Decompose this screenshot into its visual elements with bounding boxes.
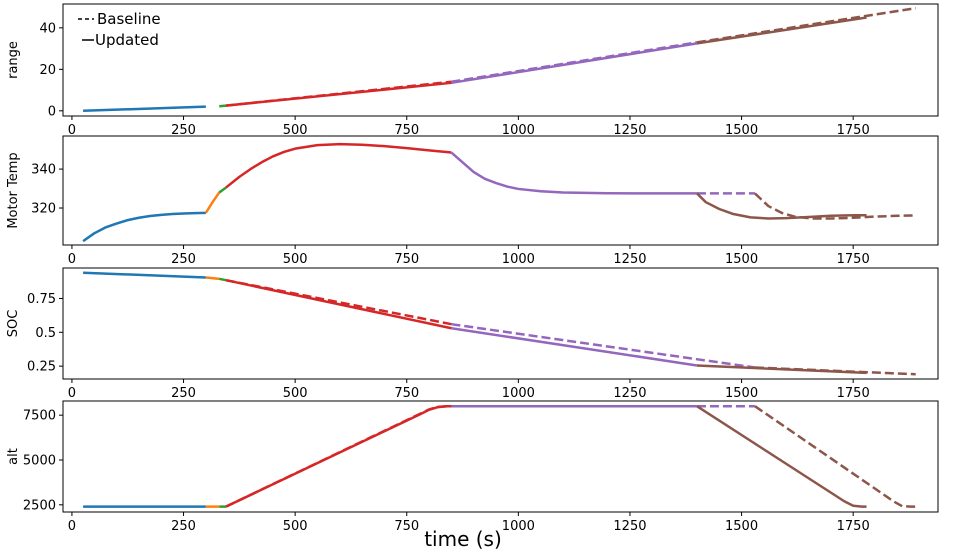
series-brown-dashed-line [754,366,916,376]
x-tick-label: 1000 [502,123,535,138]
x-tick-label: 250 [171,519,196,534]
x-tick-label: 1250 [613,519,646,534]
x-tick-label: 0 [68,519,76,534]
legend-updated-label: Updated [95,31,159,49]
subplot-motor-temp: 0 250 500 750 1000 1250 1500 1750 320 340 Motor Te… [6,135,939,267]
series-purple-dashed-line [451,322,756,369]
x-tick-label: 1000 [502,519,535,534]
x-tick-label: 1500 [725,123,758,138]
y-tick-label: 0 [48,104,56,119]
x-tick-label: 1250 [613,123,646,138]
axes-frame [62,267,939,380]
subplot-alt: 0 250 500 750 1000 1250 1500 1750 2500 5000 7500 al… [6,400,939,534]
x-tick-label: 0 [68,386,76,401]
y-tick-label: 7500 [23,409,56,424]
x-tick-label: 1250 [613,386,646,401]
y-tick-label: 340 [31,163,56,178]
x-tick-label: 1500 [725,386,758,401]
y-tick-label: 0.5 [35,326,56,341]
series-brown-dashed-line [696,6,916,44]
series-red-solid-line [225,142,452,189]
legend: Baseline Updated [78,10,161,49]
x-tick-label: 0 [68,123,76,138]
y-tick-label: 0.75 [27,292,56,307]
axes-frame [62,400,939,513]
x-tick-label: 1750 [837,123,870,138]
series-blue-solid-line [83,271,206,279]
series-purple-solid-line [451,327,698,367]
series-brown-solid-line [696,16,867,45]
x-tick-label: 1500 [725,519,758,534]
series-orange-solid-line [205,276,220,281]
series-purple-dashed-line [451,41,698,84]
y-axis-title: alt [6,448,21,465]
y-axis-title: range [6,41,21,79]
x-tick-label: 1500 [725,252,758,267]
series-red-solid-line [225,278,452,330]
x-tick-label: 1750 [837,386,870,401]
series-red-dashed-line [225,404,452,508]
axes-frame [62,3,939,117]
subplot-soc: 0 250 500 750 1000 1250 1500 1750 0.25 0.5 0.75 SOC [6,267,939,401]
x-tick-label: 1750 [837,519,870,534]
series-red-solid-line [225,404,452,508]
y-axis-title: SOC [6,310,21,338]
y-tick-label: 40 [39,21,56,36]
series-blue-solid-line [83,105,206,113]
x-tick-label: 750 [394,519,419,534]
series-brown-dashed-line [754,405,916,508]
x-tick-label: 750 [394,123,419,138]
y-tick-label: 2500 [23,498,56,513]
series-group [82,142,916,243]
series-brown-solid-line [696,405,867,508]
x-tick-label: 250 [171,252,196,267]
series-green-solid-line [219,104,227,108]
y-tick-label: 5000 [23,453,56,468]
series-purple-solid-line [450,151,697,195]
y-tick-label: 0.25 [27,360,56,375]
axes-frame [62,135,939,246]
x-tick-label: 1000 [502,252,535,267]
subplot-range: 0 250 500 750 1000 1250 1500 1750 0 20 40 range [6,3,939,138]
y-axis-title: Motor Temp [6,152,21,228]
x-axis-title: time (s) [424,527,502,551]
x-tick-label: 250 [171,123,196,138]
legend-baseline-label: Baseline [97,10,161,28]
series-brown-solid-line [696,192,867,220]
series-group [83,404,916,508]
series-green-solid-line [219,277,227,282]
x-tick-label: 500 [283,252,308,267]
series-group [83,271,916,376]
x-tick-label: 750 [394,386,419,401]
series-red-dashed-line [225,80,452,107]
x-tick-label: 500 [283,519,308,534]
x-tick-label: 250 [171,386,196,401]
x-tick-label: 1250 [613,252,646,267]
series-red-dashed-line [225,278,452,326]
x-tick-label: 500 [283,123,308,138]
series-green-solid-line [218,186,227,194]
x-tick-label: 0 [68,252,76,267]
series-orange-solid-line [204,191,221,214]
series-group [83,6,916,113]
series-blue-solid-line [82,211,206,243]
subplots: 0 250 500 750 1000 1250 1500 1750 0 20 40 range 0 250… [6,3,939,534]
y-tick-label: 20 [39,63,56,78]
x-tick-label: 750 [394,252,419,267]
x-tick-label: 1000 [502,386,535,401]
x-tick-label: 500 [283,386,308,401]
y-tick-label: 320 [31,202,56,217]
x-tick-label: 1750 [837,252,870,267]
